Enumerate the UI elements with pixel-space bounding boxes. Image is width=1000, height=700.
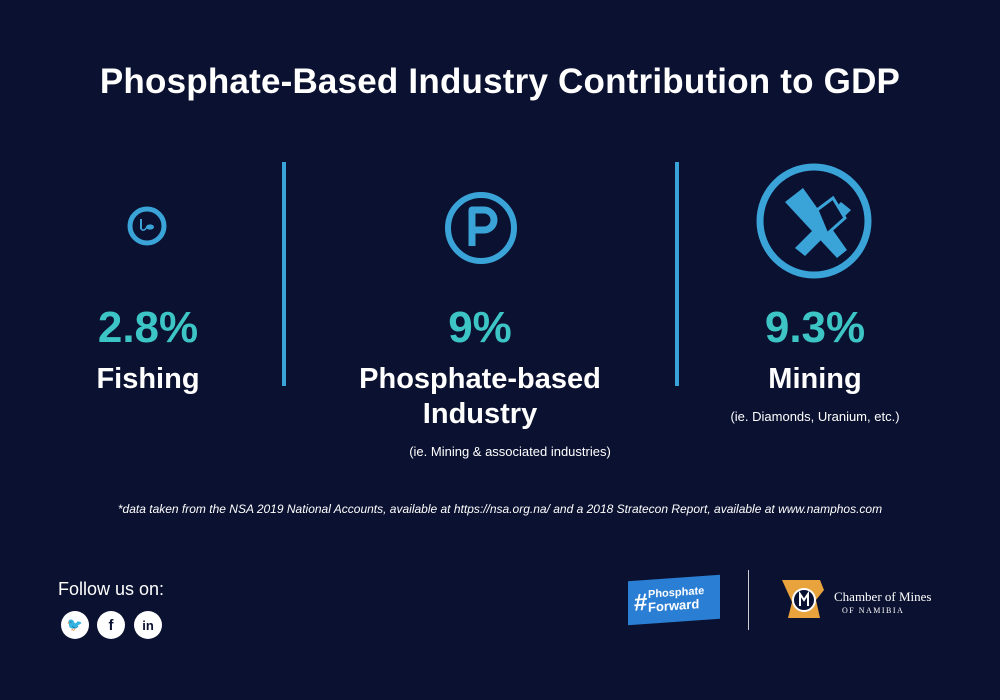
phosphate-forward-logo: # Phosphate Forward xyxy=(628,574,720,626)
stat-note: (ie. Diamonds, Uranium, etc.) xyxy=(730,409,900,424)
fishing-icon xyxy=(127,206,167,246)
chamber-of-mines-country: OF NAMIBIA xyxy=(842,606,905,615)
column-divider xyxy=(675,162,679,386)
stat-value: 9% xyxy=(448,303,512,352)
facebook-icon[interactable]: f xyxy=(97,611,125,639)
stat-phosphate: 9% Phosphate-based Industry (ie. Mining … xyxy=(330,303,630,460)
phosphate-p-icon xyxy=(445,192,517,264)
column-divider xyxy=(282,162,286,386)
facebook-glyph: f xyxy=(108,616,114,634)
twitter-glyph: 🐦 xyxy=(66,617,84,632)
linkedin-icon[interactable]: in xyxy=(134,611,162,639)
logo-divider xyxy=(748,570,749,630)
stat-label: Mining xyxy=(768,363,862,395)
footnote: *data taken from the NSA 2019 National A… xyxy=(117,502,883,516)
stat-mining: 9.3% Mining (ie. Diamonds, Uranium, etc.… xyxy=(700,303,930,425)
stat-value: 9.3% xyxy=(764,303,866,352)
follow-us-heading: Follow us on: xyxy=(58,579,165,599)
stat-label-line1: Phosphate-based xyxy=(359,363,601,395)
stat-label-line2: Industry xyxy=(422,398,538,430)
twitter-icon[interactable]: 🐦 xyxy=(61,611,89,639)
pickaxe-diamond-icon xyxy=(756,163,872,279)
page-title: Phosphate-Based Industry Contribution to… xyxy=(99,62,901,101)
chamber-of-mines-name: Chamber of Mines xyxy=(834,589,932,604)
stat-fishing: 2.8% Fishing xyxy=(48,304,248,397)
stat-value: 2.8% xyxy=(97,303,199,352)
linkedin-glyph: in xyxy=(142,617,154,633)
chamber-of-mines-emblem-icon xyxy=(782,580,824,618)
phosphate-forward-hash: # xyxy=(634,588,648,617)
phosphate-forward-line2: Forward xyxy=(648,596,700,615)
stat-note: (ie. Mining & associated industries) xyxy=(409,444,611,459)
stat-label: Fishing xyxy=(96,363,200,395)
